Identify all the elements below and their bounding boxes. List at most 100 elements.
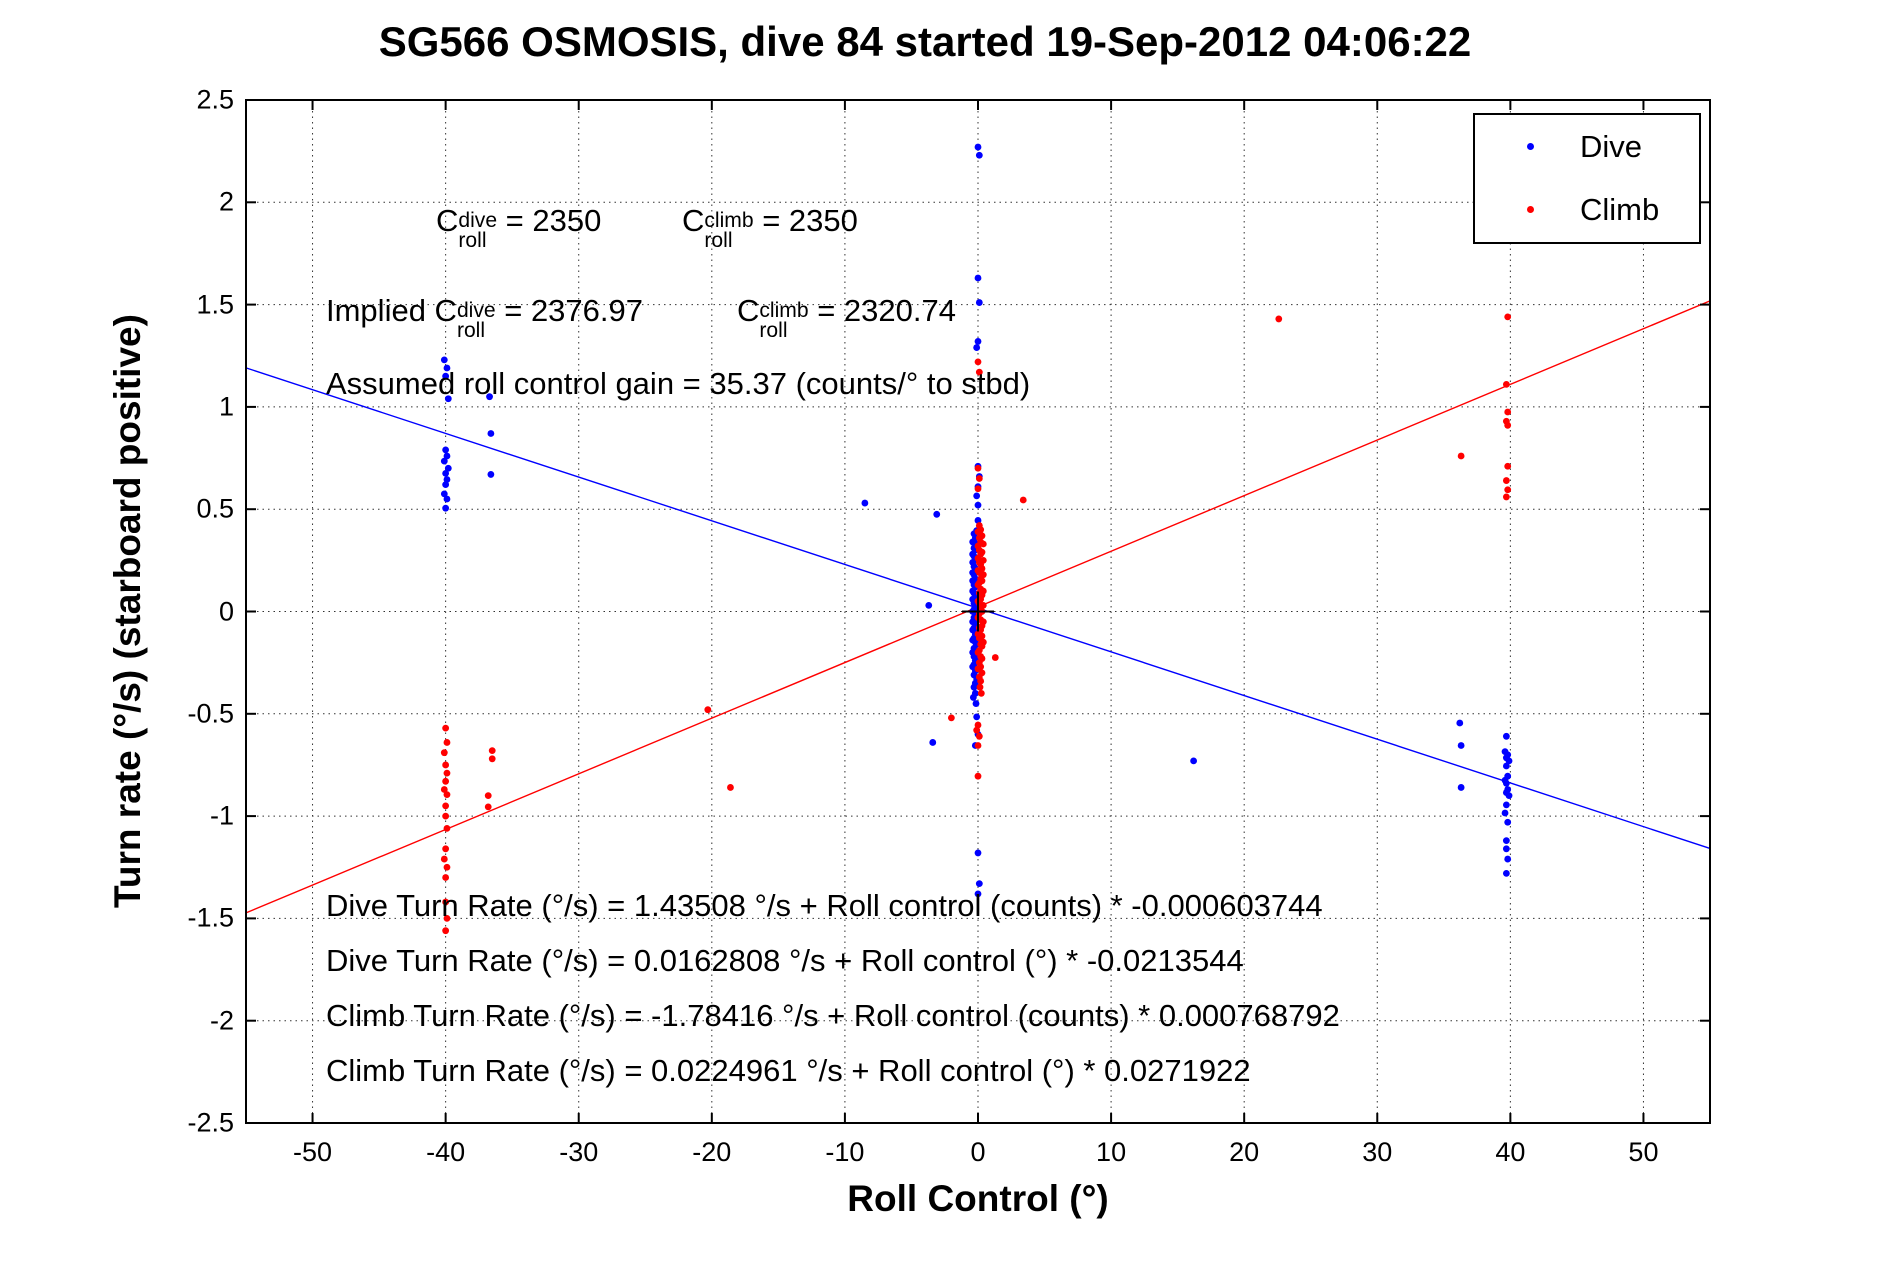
data-point-climb [977, 689, 985, 697]
data-point-dive [440, 490, 448, 498]
data-point-dive [970, 683, 978, 691]
data-point-climb [991, 654, 999, 661]
data-point-climb [1502, 493, 1510, 501]
data-point-climb [443, 769, 451, 777]
data-point-dive [1190, 757, 1198, 765]
data-point-dive [1504, 818, 1512, 826]
data-point-dive [1502, 837, 1510, 845]
data-point-dive [972, 700, 980, 707]
data-point-climb [443, 863, 451, 871]
data-point-dive [442, 481, 450, 489]
annotation-implied-c-roll-climb: Cclimb roll = 2320.74 [737, 293, 956, 341]
data-point-dive [487, 430, 495, 437]
data-point-climb [975, 732, 983, 740]
data-point-dive [973, 492, 981, 500]
data-point-dive [925, 601, 933, 609]
x-axis-label: Roll Control (°) [847, 1178, 1109, 1219]
data-point-climb [974, 742, 982, 749]
data-point-dive [1502, 801, 1510, 809]
subscript: roll [759, 318, 788, 342]
data-point-climb [974, 772, 982, 780]
data-point-dive [974, 501, 982, 509]
data-point-climb [976, 683, 984, 691]
y-tick-label: 0 [218, 596, 234, 626]
data-point-dive [440, 356, 448, 364]
x-tick-label: -20 [692, 1137, 732, 1167]
y-tick-label: -1 [209, 800, 234, 831]
subscript: roll [456, 318, 486, 342]
annotation-implied-c-roll-dive: Implied Cdive roll = 2376.97 [326, 293, 643, 341]
y-tick-label: -1.5 [187, 902, 234, 933]
data-point-climb [975, 368, 983, 376]
data-point-dive [861, 499, 869, 507]
data-point-dive [442, 372, 450, 380]
superscript: climb [704, 208, 754, 232]
data-point-climb [1457, 452, 1465, 460]
legend: Dive Climb [1473, 113, 1701, 244]
superscript: climb [759, 298, 809, 322]
data-point-dive [933, 510, 941, 518]
data-point-climb [1275, 315, 1283, 323]
x-tick-label: -10 [825, 1137, 865, 1167]
subscript: roll [458, 228, 487, 252]
data-point-dive [973, 713, 981, 721]
data-point-dive [1456, 719, 1464, 727]
superscript: dive [458, 208, 498, 232]
data-point-climb [440, 855, 448, 863]
x-tick-label: 50 [1628, 1137, 1659, 1167]
dive-marker-icon [1527, 143, 1534, 150]
data-point-dive [974, 517, 982, 524]
data-point-climb [484, 792, 492, 800]
equation-dive-degrees: Dive Turn Rate (°/s) = 0.0162808 °/s + R… [326, 943, 1244, 978]
data-point-climb [974, 464, 982, 472]
data-point-climb [1502, 477, 1510, 484]
data-point-climb [704, 706, 712, 714]
data-point-dive [1502, 869, 1510, 877]
data-point-dive [1505, 757, 1513, 765]
data-point-climb [442, 898, 450, 906]
y-tick-label: -0.5 [187, 698, 234, 729]
data-point-dive [929, 739, 937, 746]
data-point-climb [440, 749, 448, 757]
data-point-climb [442, 761, 450, 769]
data-point-climb [977, 677, 985, 685]
y-tick-label: -2.5 [187, 1107, 234, 1138]
data-point-dive [443, 495, 451, 503]
y-tick-label: 0.5 [196, 493, 234, 524]
c-symbol: C [737, 293, 760, 328]
legend-label-climb: Climb [1580, 191, 1660, 227]
y-tick-label: 1.5 [196, 289, 234, 320]
data-point-climb [484, 803, 492, 811]
equation-climb-degrees: Climb Turn Rate (°/s) = 0.0224961 °/s + … [326, 1053, 1251, 1088]
data-point-climb [443, 824, 451, 832]
equation-dive-counts: Dive Turn Rate (°/s) = 1.43508 °/s + Rol… [326, 888, 1323, 923]
data-point-dive [1502, 845, 1510, 853]
data-point-climb [440, 786, 448, 793]
data-point-climb [442, 874, 450, 881]
data-point-climb [975, 475, 983, 482]
x-tick-label: 40 [1495, 1137, 1526, 1167]
data-point-dive [1457, 742, 1465, 749]
data-point-dive [1502, 762, 1510, 770]
data-point-climb [442, 845, 450, 853]
data-point-dive [442, 504, 450, 512]
data-point-dive [973, 344, 981, 351]
subscript: roll [704, 228, 733, 252]
data-point-dive [1502, 732, 1510, 740]
data-point-climb [979, 540, 987, 548]
data-point-climb [442, 812, 450, 820]
data-point-dive [1504, 855, 1512, 863]
data-point-climb [443, 739, 451, 746]
y-tick-label: 2 [218, 186, 234, 217]
y-tick-label: 1 [218, 391, 234, 422]
data-point-climb [1504, 462, 1512, 470]
data-point-climb [442, 802, 450, 810]
data-point-dive [974, 849, 982, 857]
c-symbol: C [436, 203, 459, 238]
value: = 2350 [753, 203, 858, 238]
data-point-climb [974, 721, 982, 729]
y-tick-label: -2 [209, 1005, 234, 1036]
data-point-dive [969, 694, 977, 701]
